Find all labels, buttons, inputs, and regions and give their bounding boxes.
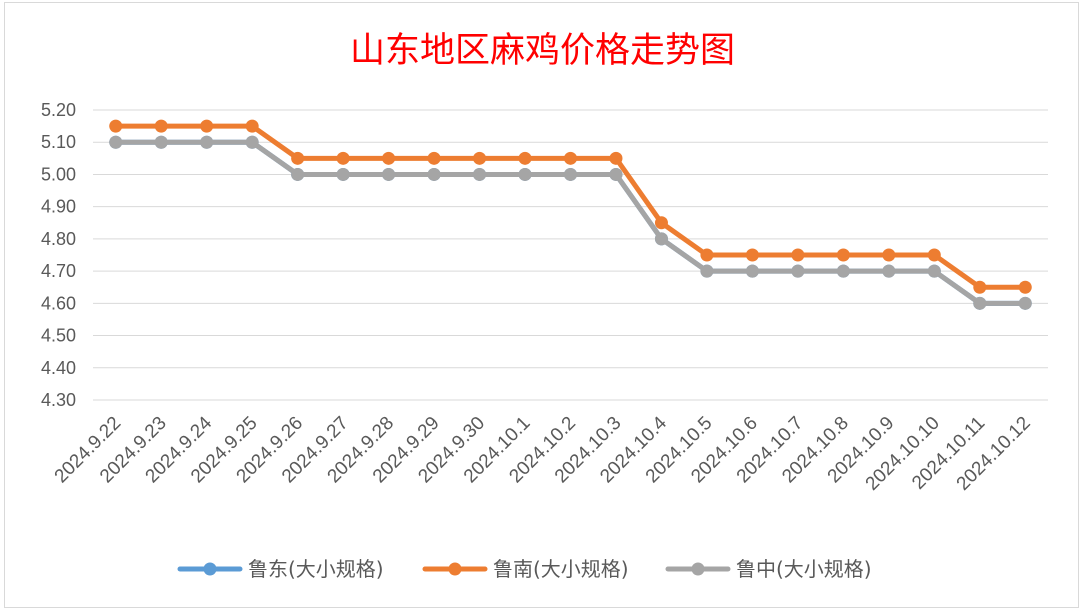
data-point xyxy=(836,264,850,278)
chart-title: 山东地区麻鸡价格走势图 xyxy=(349,31,735,71)
data-point xyxy=(836,248,850,262)
series-line xyxy=(113,139,1028,306)
data-point xyxy=(336,167,350,181)
data-point xyxy=(1018,296,1032,310)
data-point xyxy=(791,248,805,262)
series-3 xyxy=(109,135,1032,310)
legend-label: 鲁东(大小规格) xyxy=(248,557,384,581)
series-lines xyxy=(109,119,1032,310)
data-point xyxy=(927,248,941,262)
data-point xyxy=(245,119,259,133)
y-tick-label: 4.30 xyxy=(41,390,76,410)
data-point xyxy=(609,151,623,165)
data-point xyxy=(382,167,396,181)
data-point xyxy=(700,248,714,262)
data-point xyxy=(609,167,623,181)
data-point xyxy=(973,280,987,294)
legend-label: 鲁南(大小规格) xyxy=(493,557,629,581)
data-point xyxy=(291,167,305,181)
data-point xyxy=(654,232,668,246)
data-point xyxy=(336,151,350,165)
data-point xyxy=(427,151,441,165)
data-point xyxy=(382,151,396,165)
data-point xyxy=(154,135,168,149)
data-point xyxy=(745,264,759,278)
data-point xyxy=(654,216,668,230)
legend-marker xyxy=(203,562,217,576)
data-point xyxy=(109,119,123,133)
y-tick-label: 5.10 xyxy=(41,132,76,152)
data-point xyxy=(700,264,714,278)
x-axis-ticks: 2024.9.222024.9.232024.9.242024.9.252024… xyxy=(51,412,1035,494)
chart-frame xyxy=(4,2,1079,608)
legend-marker xyxy=(691,562,705,576)
legend-item: 鲁东(大小规格) xyxy=(177,557,384,581)
y-tick-label: 5.00 xyxy=(41,164,76,184)
legend-item: 鲁南(大小规格) xyxy=(422,557,629,581)
data-point xyxy=(518,151,532,165)
legend-marker xyxy=(448,562,462,576)
y-tick-label: 4.70 xyxy=(41,261,76,281)
data-point xyxy=(564,151,577,165)
y-tick-label: 4.90 xyxy=(41,197,76,217)
y-tick-label: 5.20 xyxy=(41,100,76,120)
data-point xyxy=(109,135,123,149)
data-point xyxy=(291,151,305,165)
data-point xyxy=(1018,280,1032,294)
y-axis-ticks: 5.20 5.10 5.00 4.90 4.80 4.70 4.60 4.50 4.40 4.30 xyxy=(41,100,76,410)
y-tick-label: 4.60 xyxy=(41,293,76,313)
data-point xyxy=(745,248,759,262)
data-point xyxy=(200,135,214,149)
data-point xyxy=(882,264,896,278)
data-point xyxy=(245,135,259,149)
data-point xyxy=(518,167,532,181)
data-point xyxy=(564,167,577,181)
legend-label: 鲁中(大小规格) xyxy=(736,557,872,581)
legend: 鲁东(大小规格) 鲁南(大小规格) 鲁中(大小规格) xyxy=(177,557,872,581)
y-tick-label: 4.50 xyxy=(41,326,76,346)
data-point xyxy=(473,167,487,181)
legend-item: 鲁中(大小规格) xyxy=(665,557,872,581)
series-line xyxy=(113,139,1028,306)
data-point xyxy=(882,248,896,262)
y-tick-label: 4.40 xyxy=(41,358,76,378)
data-point xyxy=(473,151,487,165)
data-point xyxy=(791,264,805,278)
data-point xyxy=(200,119,214,133)
data-point xyxy=(973,296,987,310)
data-point xyxy=(154,119,168,133)
data-point xyxy=(427,167,441,181)
data-point xyxy=(927,264,941,278)
y-tick-label: 4.80 xyxy=(41,229,76,249)
series-2 xyxy=(109,119,1032,294)
